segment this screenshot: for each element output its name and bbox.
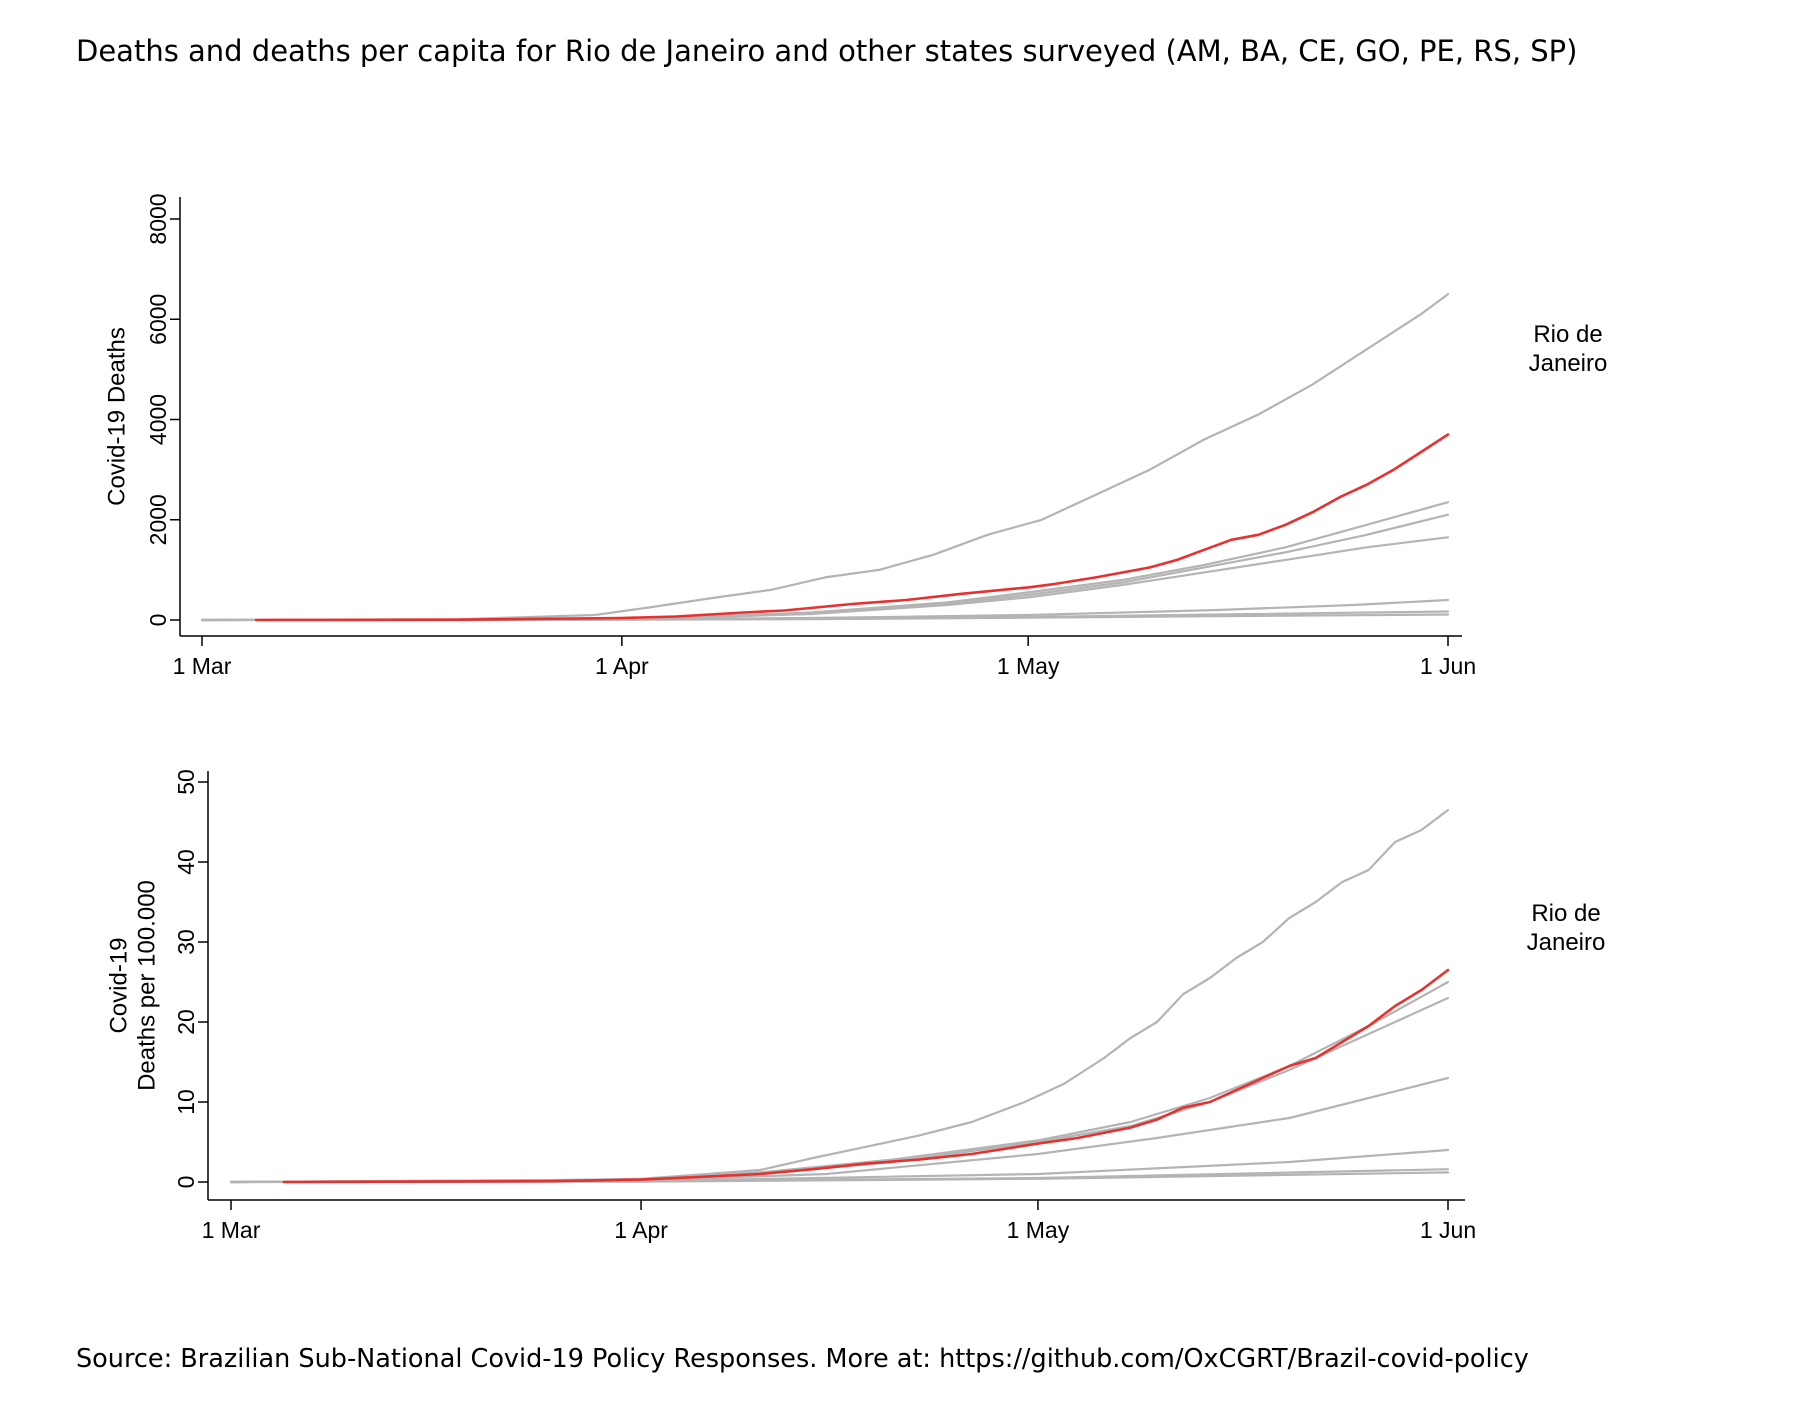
series-line — [229, 996, 1450, 1184]
x-tick-label: 1 May — [1007, 1217, 1070, 1243]
y-axis-title: Covid-19 Deaths — [104, 327, 131, 506]
y-axis-title: Deaths per 100.000 — [134, 880, 161, 1091]
y-tick-label: 50 — [173, 769, 199, 795]
x-tick-label: 1 Mar — [173, 653, 232, 679]
x-tick-label: 1 Apr — [614, 1217, 668, 1243]
y-tick-label: 2000 — [145, 494, 171, 545]
deaths-per-capita-chart: 0 10 20 30 40 50 1 Mar 1 Apr 1 May 1 Jun Covid-19 D… — [106, 769, 1606, 1243]
y-tick-label: 10 — [173, 1089, 199, 1115]
highlight-series-line — [282, 968, 1450, 1184]
highlight-series-label: Rio de — [1531, 900, 1600, 927]
figure-title: Deaths and deaths per capita for Rio de … — [76, 34, 1578, 68]
y-tick-label: 40 — [173, 849, 199, 875]
x-tick-label: 1 Apr — [595, 653, 649, 679]
series-line — [200, 293, 1450, 622]
x-tick-label: 1 May — [997, 653, 1060, 679]
series-line — [229, 808, 1450, 1184]
y-tick-label: 0 — [145, 614, 171, 627]
source-note: Source: Brazilian Sub-National Covid-19 … — [76, 1344, 1529, 1374]
y-tick-label: 30 — [173, 929, 199, 955]
y-tick-label: 20 — [173, 1009, 199, 1035]
highlight-series-line — [254, 433, 1450, 622]
y-tick-label: 6000 — [145, 294, 171, 345]
y-tick-label: 8000 — [145, 193, 171, 244]
x-tick-label: 1 Jun — [1420, 1217, 1476, 1243]
y-tick-label: 0 — [173, 1176, 199, 1189]
highlight-series-label: Janeiro — [1529, 350, 1608, 377]
highlight-series-label: Rio de — [1533, 321, 1602, 348]
x-tick-label: 1 Mar — [202, 1217, 261, 1243]
deaths-chart: 0 2000 4000 6000 8000 1 Mar 1 Apr 1 May 1 Jun Cov… — [104, 193, 1608, 679]
x-tick-label: 1 Jun — [1420, 653, 1476, 679]
y-tick-label: 4000 — [145, 394, 171, 445]
highlight-series-label: Janeiro — [1527, 929, 1606, 956]
y-axis-title: Covid-19 — [106, 937, 133, 1033]
